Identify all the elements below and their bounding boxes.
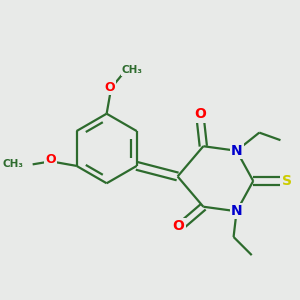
Text: O: O [104,82,115,94]
Text: CH₃: CH₃ [122,65,143,75]
Text: O: O [194,107,206,122]
Text: N: N [231,204,242,218]
Text: O: O [172,219,184,233]
Text: N: N [231,144,242,158]
Text: O: O [46,153,56,166]
Text: CH₃: CH₃ [3,159,24,170]
Text: S: S [281,174,292,188]
